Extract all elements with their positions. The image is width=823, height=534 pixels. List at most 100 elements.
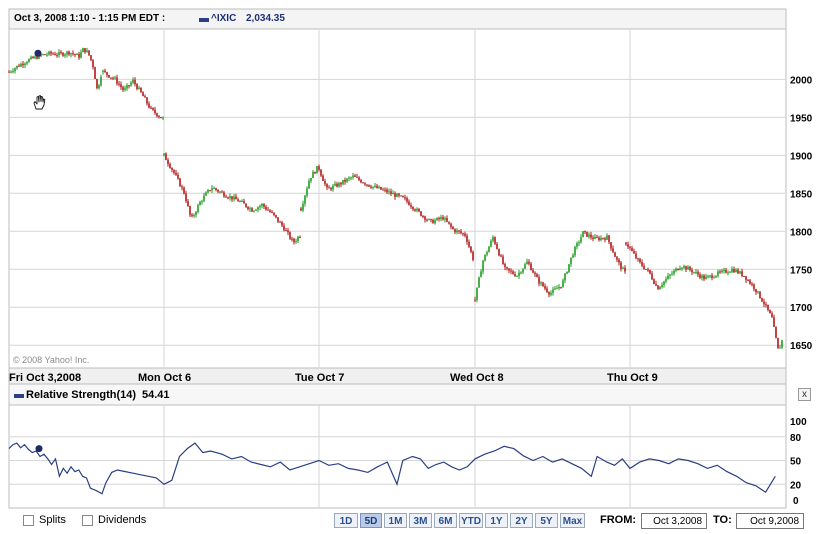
dividends-checkbox[interactable] xyxy=(82,515,93,526)
candle-body-107 xyxy=(221,191,223,193)
candle-body-384 xyxy=(773,317,775,327)
candle-126 xyxy=(259,204,261,210)
candle-46 xyxy=(100,74,102,87)
candle-body-138 xyxy=(283,225,285,231)
period-button-ytd[interactable]: YTD xyxy=(459,513,483,528)
candle-340 xyxy=(685,265,687,272)
period-button-5d[interactable]: 5D xyxy=(360,513,382,528)
candle-body-319 xyxy=(643,265,645,269)
candle-body-232 xyxy=(470,246,472,252)
candle-body-36 xyxy=(80,52,82,58)
candle-100 xyxy=(207,188,209,194)
candle-body-186 xyxy=(378,186,380,189)
candle-body-95 xyxy=(197,205,199,213)
candle-body-265 xyxy=(536,274,538,278)
candle-body-294 xyxy=(594,236,596,239)
candle-body-19 xyxy=(46,54,48,56)
candle-321 xyxy=(647,267,649,273)
candle-17 xyxy=(42,53,44,56)
candle-82 xyxy=(171,167,173,173)
candle-203 xyxy=(412,206,414,212)
candle-110 xyxy=(227,196,229,200)
candle-body-151 xyxy=(308,180,310,189)
candle-body-251 xyxy=(508,268,510,271)
candle-body-372 xyxy=(749,280,751,284)
candle-body-136 xyxy=(279,221,281,223)
candle-324 xyxy=(653,278,655,285)
candle-body-47 xyxy=(102,70,104,72)
candle-body-270 xyxy=(546,288,548,292)
candle-237 xyxy=(480,269,482,278)
candle-165 xyxy=(336,181,338,188)
candle-body-302 xyxy=(610,242,612,249)
candle-217 xyxy=(440,214,442,222)
close-rsi-button[interactable]: x xyxy=(798,388,811,401)
candle-316 xyxy=(637,257,639,262)
from-date-field[interactable]: Oct 3,2008 xyxy=(641,513,707,529)
period-button-1m[interactable]: 1M xyxy=(384,513,407,528)
candle-body-89 xyxy=(185,193,187,202)
candle-body-14 xyxy=(36,56,38,59)
candle-243 xyxy=(492,235,494,243)
period-button-2y[interactable]: 2Y xyxy=(510,513,533,528)
candle-body-118 xyxy=(243,200,245,204)
candle-body-263 xyxy=(532,270,534,273)
period-button-max[interactable]: Max xyxy=(560,513,585,528)
period-button-1y[interactable]: 1Y xyxy=(485,513,508,528)
candle-375 xyxy=(755,288,757,295)
candle-355 xyxy=(715,275,717,279)
candle-body-218 xyxy=(442,217,444,220)
period-button-5y[interactable]: 5Y xyxy=(535,513,558,528)
candle-body-340 xyxy=(685,266,687,270)
candle-body-198 xyxy=(402,195,404,198)
candle-body-60 xyxy=(128,85,130,87)
candle-247 xyxy=(500,254,502,258)
candle-body-29 xyxy=(66,51,68,55)
candle-body-185 xyxy=(376,185,378,189)
candle-body-180 xyxy=(366,184,368,186)
candle-284 xyxy=(574,245,576,258)
candle-305 xyxy=(616,255,618,263)
candle-254 xyxy=(514,271,516,277)
candle-365 xyxy=(735,268,737,273)
candle-39 xyxy=(86,47,88,53)
candle-body-112 xyxy=(231,196,233,200)
candle-309 xyxy=(624,265,626,274)
candle-body-304 xyxy=(614,252,616,257)
rsi-label: Relative Strength(14) xyxy=(26,389,137,401)
candle-304 xyxy=(614,251,616,257)
candle-319 xyxy=(643,263,645,270)
candle-358 xyxy=(721,268,723,274)
candle-310 xyxy=(625,241,627,246)
candle-body-207 xyxy=(420,211,422,216)
candle-157 xyxy=(320,169,322,178)
candle-body-6 xyxy=(20,63,22,67)
candle-26 xyxy=(60,50,62,55)
candle-283 xyxy=(572,253,574,259)
candle-body-126 xyxy=(259,205,261,208)
candle-172 xyxy=(350,176,352,181)
candle-body-132 xyxy=(271,212,273,214)
candle-body-181 xyxy=(368,184,370,187)
to-date-field[interactable]: Oct 9,2008 xyxy=(736,513,804,529)
candle-body-160 xyxy=(326,184,328,188)
candle-body-313 xyxy=(631,248,633,252)
candle-175 xyxy=(356,173,358,178)
candle-200 xyxy=(406,196,408,204)
candle-153 xyxy=(312,170,314,179)
candle-body-254 xyxy=(514,273,516,277)
candle-347 xyxy=(699,272,701,280)
candle-205 xyxy=(416,207,418,213)
candle-127 xyxy=(261,202,263,209)
candle-130 xyxy=(267,206,269,211)
period-button-1d[interactable]: 1D xyxy=(334,513,358,528)
period-button-3m[interactable]: 3M xyxy=(409,513,432,528)
splits-checkbox[interactable] xyxy=(23,515,34,526)
candle-221 xyxy=(448,221,450,225)
candle-body-316 xyxy=(637,258,639,260)
candle-282 xyxy=(570,257,572,267)
rsi-tick-label-3: 80 xyxy=(790,433,802,444)
candle-body-226 xyxy=(458,230,460,232)
period-button-6m[interactable]: 6M xyxy=(434,513,457,528)
